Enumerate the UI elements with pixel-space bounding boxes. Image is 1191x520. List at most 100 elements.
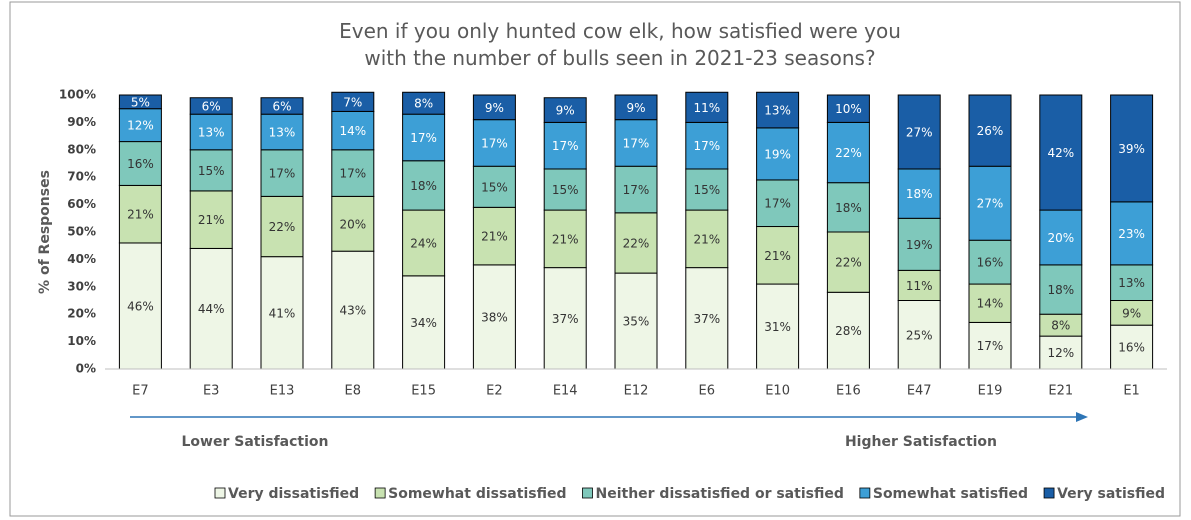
x-tick-label: E13 (270, 384, 295, 399)
data-label: 18% (906, 187, 933, 201)
x-tick-label: E8 (345, 384, 362, 399)
bar-segment (685, 209, 729, 269)
data-label: 6% (272, 99, 291, 113)
bar-segment (118, 242, 162, 370)
data-label: 27% (977, 197, 1004, 211)
bar-segment (331, 250, 375, 370)
data-label: 18% (410, 179, 437, 193)
data-label: 5% (131, 95, 150, 109)
data-label: 17% (623, 183, 650, 197)
x-tick-label: E19 (978, 384, 1003, 399)
x-tick-label: E16 (836, 384, 861, 399)
data-label: 12% (127, 119, 154, 133)
bar-segment (331, 149, 375, 197)
bar-segment (756, 179, 800, 228)
bar-segment (614, 119, 658, 167)
bar-segment (472, 119, 516, 167)
data-label: 9% (556, 104, 575, 118)
bar-segment (189, 149, 233, 192)
legend-label: Very satisfied (1057, 486, 1165, 502)
bar-segment (826, 121, 870, 184)
bar-segment (331, 91, 375, 112)
data-label: 6% (202, 99, 221, 113)
data-label: 15% (198, 164, 225, 178)
data-label: 9% (485, 101, 504, 115)
bar-segment (472, 206, 516, 266)
data-label: 42% (1047, 146, 1074, 160)
data-label: 22% (835, 256, 862, 270)
bar-segment (472, 94, 516, 121)
data-label: 9% (1122, 306, 1141, 320)
data-label: 38% (481, 310, 508, 324)
x-tick-label: E3 (203, 384, 220, 399)
data-label: 24% (410, 236, 437, 250)
bar-segment (118, 184, 162, 244)
bar-segment (1039, 335, 1083, 370)
x-tick-label: E15 (411, 384, 436, 399)
bar-segment (331, 110, 375, 151)
x-tick-label: E7 (132, 384, 149, 399)
bar-segment (118, 94, 162, 110)
bar-segment (189, 247, 233, 370)
data-label: 31% (764, 320, 791, 334)
data-label: 20% (339, 217, 366, 231)
bar-segment (968, 165, 1012, 241)
bar-segment (826, 94, 870, 123)
data-label: 16% (1118, 341, 1145, 355)
bar-segment (968, 94, 1012, 167)
data-label: 17% (977, 339, 1004, 353)
x-tick-label: E2 (486, 384, 503, 399)
bar-segment (402, 91, 446, 115)
bar-segment (260, 113, 304, 151)
bar-segment (1039, 209, 1083, 266)
bar-segment (897, 300, 941, 370)
legend-label: Somewhat satisfied (873, 486, 1028, 502)
data-label: 17% (269, 167, 296, 181)
legend-swatch (214, 487, 226, 499)
data-label: 21% (198, 213, 225, 227)
data-label: 21% (693, 232, 720, 246)
data-label: 19% (764, 147, 791, 161)
data-label: 13% (269, 125, 296, 139)
bar-segment (968, 283, 1012, 323)
bar-segment (756, 283, 800, 370)
data-label: 35% (623, 315, 650, 329)
y-tick-label: 10% (67, 334, 96, 348)
data-label: 17% (693, 139, 720, 153)
y-tick-label: 90% (67, 115, 96, 129)
bar-segment (402, 160, 446, 211)
bar-segment (260, 149, 304, 197)
data-label: 13% (1118, 276, 1145, 290)
bar-segment (543, 97, 587, 123)
bar-segment (614, 212, 658, 274)
y-tick-label: 80% (67, 142, 96, 156)
data-label: 34% (410, 316, 437, 330)
bar-segment (685, 168, 729, 211)
data-label: 13% (764, 104, 791, 118)
data-label: 18% (835, 201, 862, 215)
data-label: 23% (1118, 227, 1145, 241)
y-tick-label: 60% (67, 197, 96, 211)
data-label: 41% (269, 306, 296, 320)
data-label: 22% (623, 236, 650, 250)
data-label: 17% (339, 167, 366, 181)
bar-segment (118, 141, 162, 186)
annotation: Lower Satisfaction (181, 434, 328, 450)
y-tick-label: 40% (67, 252, 96, 266)
bar-segment (756, 127, 800, 181)
bar-segment (685, 91, 729, 123)
data-label: 14% (339, 124, 366, 138)
bar-segment (331, 195, 375, 252)
bar-segment (260, 97, 304, 115)
bar-segment (897, 94, 941, 170)
bar-segment (685, 267, 729, 370)
data-label: 46% (127, 299, 154, 313)
arrow-head (1076, 412, 1088, 422)
data-label: 39% (1118, 142, 1145, 156)
chart-title: Even if you only hunted cow elk, how sat… (339, 19, 901, 70)
bar-segment (968, 239, 1012, 285)
data-label: 27% (906, 125, 933, 139)
data-label: 9% (626, 101, 645, 115)
bar-segment (826, 291, 870, 370)
